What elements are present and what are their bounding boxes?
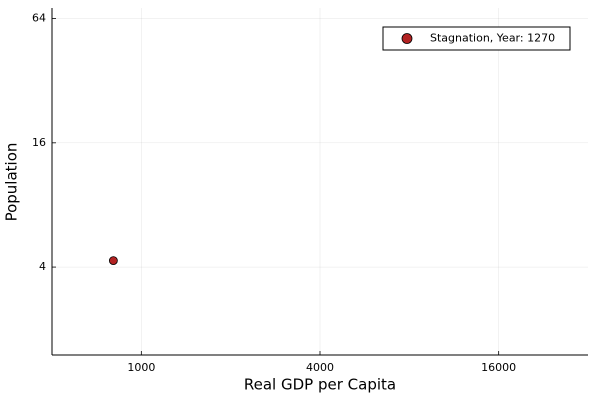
legend-label: Stagnation, Year: 1270 [430, 32, 555, 45]
y-axis-title: Population [3, 143, 21, 222]
x-axis-title: Real GDP per Capita [244, 376, 396, 394]
x-tick-label: 1000 [127, 361, 155, 374]
y-tick-label: 4 [39, 260, 46, 273]
y-tick-label: 64 [32, 12, 46, 25]
legend-box [382, 26, 571, 51]
y-tick-label: 16 [32, 136, 46, 149]
legend-marker [401, 33, 413, 44]
point [108, 256, 118, 265]
x-tick-label: 4000 [306, 361, 334, 374]
x-tick-label: 16000 [481, 361, 516, 374]
